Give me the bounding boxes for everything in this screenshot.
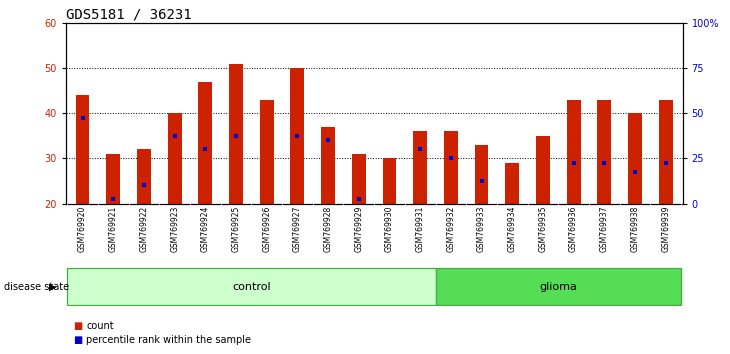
Bar [474, 145, 488, 204]
Text: GSM769935: GSM769935 [539, 205, 548, 252]
Bar [137, 149, 151, 204]
Text: disease state: disease state [4, 282, 69, 292]
Bar [168, 113, 182, 204]
Text: ▶: ▶ [50, 282, 57, 292]
Text: percentile rank within the sample: percentile rank within the sample [86, 335, 251, 345]
Text: GSM769920: GSM769920 [78, 205, 87, 252]
Bar [229, 64, 243, 204]
Bar [597, 100, 611, 204]
Bar [321, 127, 335, 204]
Bar [505, 163, 519, 204]
Bar [536, 136, 550, 204]
Bar [413, 131, 427, 204]
Text: GDS5181 / 36231: GDS5181 / 36231 [66, 7, 191, 21]
Bar [291, 68, 304, 204]
Text: count: count [86, 321, 114, 331]
Bar [199, 82, 212, 204]
Bar [566, 100, 580, 204]
Text: GSM769930: GSM769930 [385, 205, 394, 252]
Text: GSM769932: GSM769932 [446, 205, 456, 252]
Text: GSM769925: GSM769925 [231, 205, 240, 252]
Text: ■: ■ [73, 321, 82, 331]
Bar [260, 100, 274, 204]
Bar [444, 131, 458, 204]
Bar [658, 100, 672, 204]
Bar [67, 268, 436, 306]
Text: GSM769928: GSM769928 [323, 205, 333, 252]
Text: GSM769924: GSM769924 [201, 205, 210, 252]
Text: GSM769921: GSM769921 [109, 205, 118, 252]
Bar [107, 154, 120, 204]
Bar [628, 113, 642, 204]
Text: GSM769927: GSM769927 [293, 205, 302, 252]
Text: glioma: glioma [539, 282, 577, 292]
Bar [352, 154, 366, 204]
Text: GSM769926: GSM769926 [262, 205, 272, 252]
Text: GSM769923: GSM769923 [170, 205, 179, 252]
Text: ■: ■ [73, 335, 82, 345]
Text: GSM769931: GSM769931 [415, 205, 425, 252]
Text: GSM769929: GSM769929 [354, 205, 364, 252]
Bar [436, 268, 681, 306]
Text: GSM769922: GSM769922 [139, 205, 148, 252]
Bar [383, 159, 396, 204]
Text: GSM769937: GSM769937 [600, 205, 609, 252]
Text: control: control [232, 282, 271, 292]
Text: GSM769938: GSM769938 [631, 205, 639, 252]
Text: GSM769934: GSM769934 [508, 205, 517, 252]
Bar [76, 95, 90, 204]
Text: GSM769936: GSM769936 [569, 205, 578, 252]
Text: GSM769939: GSM769939 [661, 205, 670, 252]
Text: GSM769933: GSM769933 [477, 205, 486, 252]
